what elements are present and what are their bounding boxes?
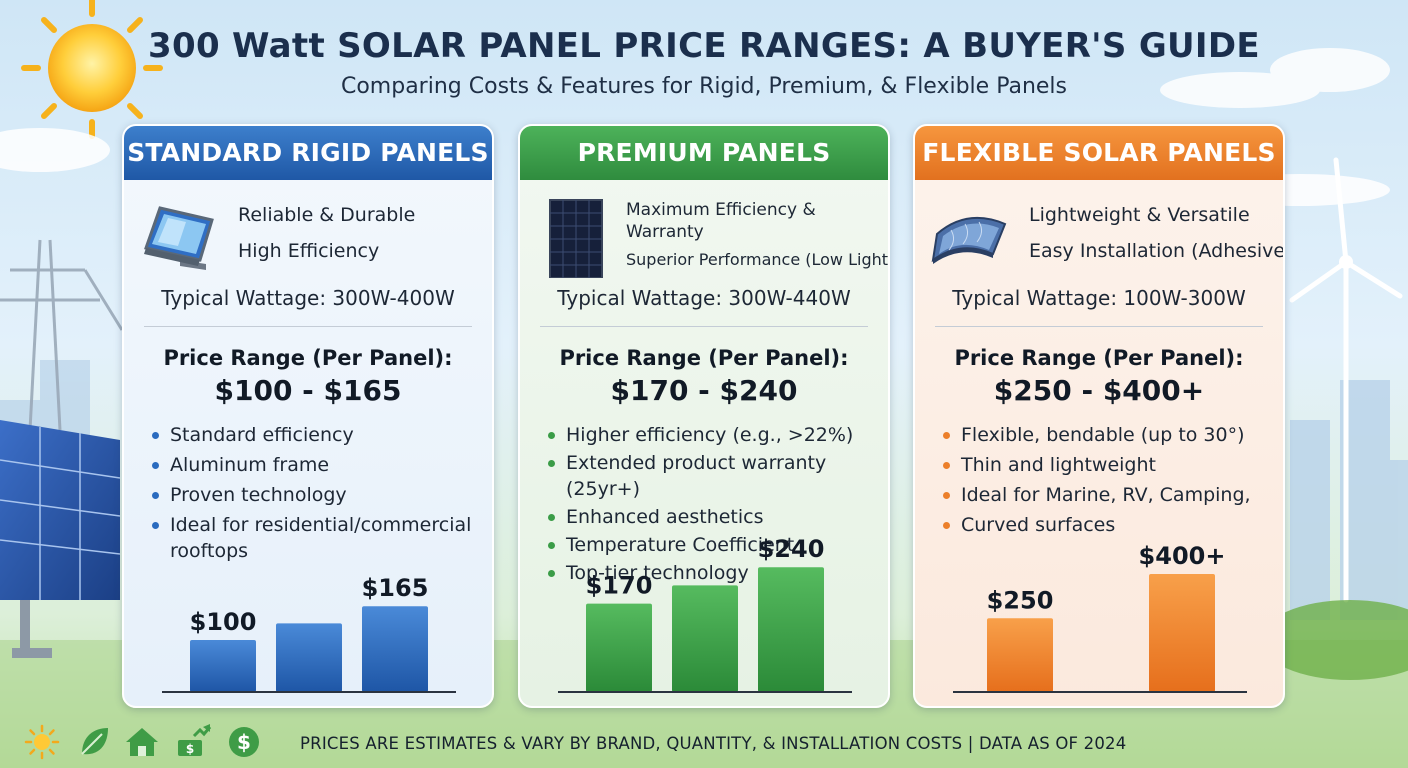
price-range: $100 - $165: [214, 374, 402, 407]
list-item: Extended product warranty (25yr+): [548, 450, 888, 502]
feature-line: Reliable & Durable: [238, 204, 416, 226]
money-growth-icon: $: [178, 724, 212, 756]
page-title: 300 Watt SOLAR PANEL PRICE RANGES: A BUY…: [148, 26, 1260, 66]
card-flexible: FLEXIBLE SOLAR PANELS Lightweight & Vers…: [913, 124, 1285, 708]
card-features: Maximum Efficiency & Warranty Superior P…: [520, 180, 888, 300]
price-range: $250 - $400+: [993, 374, 1205, 407]
card-premium: PREMIUM PANELS Maximum Efficiency & Warr…: [518, 124, 890, 708]
card-heading: FLEXIBLE SOLAR PANELS: [915, 126, 1283, 180]
list-item: Aluminum frame: [152, 452, 492, 478]
divider: [540, 326, 868, 327]
dollar-coin-icon: $: [229, 727, 259, 757]
feature-bullets: Higher efficiency (e.g., >22%) Extended …: [548, 422, 888, 588]
bar-value-label: $250: [987, 586, 1054, 614]
bar-value-label: $165: [362, 574, 429, 602]
page-subtitle: Comparing Costs & Features for Rigid, Pr…: [340, 74, 1068, 99]
monocrystalline-panel-icon: [549, 199, 603, 278]
solar-array-illustration: [0, 420, 121, 658]
price-bar: [586, 603, 652, 692]
feature-bullets: Standard efficiency Aluminum frame Prove…: [152, 422, 492, 568]
list-item: Flexible, bendable (up to 30°): [943, 422, 1283, 448]
footer-disclaimer: PRICES ARE ESTIMATES & VARY BY BRAND, QU…: [300, 734, 1127, 753]
list-item: Standard efficiency: [152, 422, 492, 448]
bar-value-label: $400+: [1139, 542, 1226, 570]
leaf-icon: [81, 728, 108, 755]
bar-value-label: $100: [190, 608, 257, 636]
card-heading: PREMIUM PANELS: [520, 126, 888, 180]
price-bar: [362, 606, 428, 692]
sun-illustration: [21, 0, 163, 139]
list-item: Ideal for residential/commercial: [152, 512, 492, 538]
feature-line: Maximum Efficiency &: [626, 200, 816, 220]
divider: [144, 326, 472, 327]
list-item: Temperature Coefficient: [548, 532, 888, 558]
framed-panel-icon: [144, 206, 214, 270]
list-item: Top-tier technology: [548, 560, 888, 586]
typical-wattage: Typical Wattage: 300W-440W: [557, 286, 851, 310]
card-heading: STANDARD RIGID PANELS: [124, 126, 492, 180]
feature-line: Warranty: [626, 222, 704, 242]
list-item: Ideal for Marine, RV, Camping,: [943, 482, 1283, 508]
feature-line: High Efficiency: [238, 240, 380, 262]
divider: [935, 326, 1263, 327]
card-features: Reliable & Durable High Efficiency: [124, 180, 492, 300]
feature-line: Superior Performance (Low Light): [626, 250, 890, 269]
sun-icon: [24, 724, 60, 760]
list-item: Higher efficiency (e.g., >22%): [548, 422, 888, 448]
price-label: Price Range (Per Panel):: [163, 346, 453, 370]
price-bar: [276, 623, 342, 692]
svg-text:$: $: [186, 742, 194, 756]
card-features: Lightweight & Versatile Easy Installatio…: [915, 180, 1283, 300]
price-bar: [190, 640, 256, 692]
list-item: Thin and lightweight: [943, 452, 1283, 478]
list-item-continued: rooftops: [170, 540, 249, 562]
typical-wattage: Typical Wattage: 100W-300W: [952, 286, 1246, 310]
typical-wattage: Typical Wattage: 300W-400W: [161, 286, 455, 310]
price-label: Price Range (Per Panel):: [559, 346, 849, 370]
price-range: $170 - $240: [610, 374, 798, 407]
price-bar: [1149, 574, 1215, 692]
house-icon: [126, 728, 158, 756]
feature-line: Easy Installation (Adhesive): [1029, 240, 1285, 262]
price-bar: [672, 585, 738, 692]
feature-bullets: Flexible, bendable (up to 30°) Thin and …: [943, 422, 1283, 542]
price-bar: [987, 618, 1053, 692]
flexible-panel-icon: [931, 217, 1007, 264]
svg-text:$: $: [237, 730, 251, 754]
card-standard-rigid: STANDARD RIGID PANELS Reliable & Durable…: [122, 124, 494, 708]
list-item: Enhanced aesthetics: [548, 504, 888, 530]
list-item: Curved surfaces: [943, 512, 1283, 538]
header: 300 Watt SOLAR PANEL PRICE RANGES: A BUY…: [0, 26, 1408, 99]
footer: $ $ PRICES ARE ESTIMATES & VARY BY BRAND…: [0, 718, 1408, 768]
feature-line: Lightweight & Versatile: [1029, 204, 1250, 226]
list-item: Proven technology: [152, 482, 492, 508]
price-label: Price Range (Per Panel):: [954, 346, 1244, 370]
